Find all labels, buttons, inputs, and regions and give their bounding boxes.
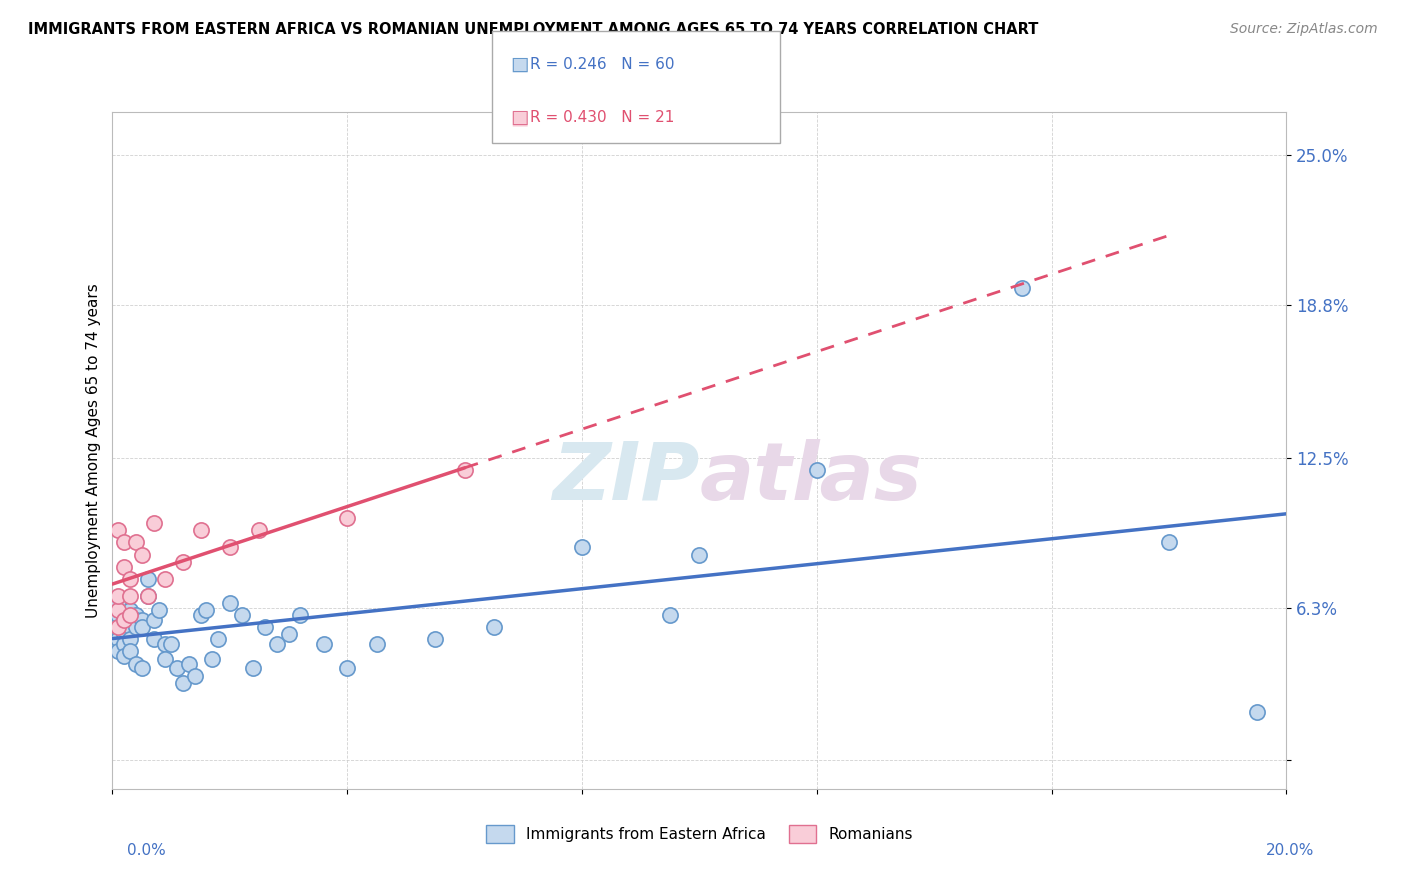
Point bbox=[107, 620, 129, 634]
Point bbox=[125, 608, 148, 623]
Point bbox=[247, 524, 270, 538]
Point bbox=[453, 463, 475, 477]
Point bbox=[125, 657, 148, 671]
Point bbox=[336, 661, 359, 675]
Point bbox=[112, 535, 135, 549]
Point bbox=[689, 548, 711, 562]
Point bbox=[120, 603, 142, 617]
Point bbox=[166, 661, 188, 675]
Point bbox=[112, 627, 135, 641]
Point bbox=[112, 608, 135, 623]
Point bbox=[155, 651, 177, 665]
Point bbox=[107, 600, 129, 615]
Point bbox=[177, 657, 200, 671]
Point bbox=[201, 651, 224, 665]
Point bbox=[107, 620, 129, 634]
Text: ZIP: ZIP bbox=[553, 439, 700, 516]
Y-axis label: Unemployment Among Ages 65 to 74 years: Unemployment Among Ages 65 to 74 years bbox=[86, 283, 101, 618]
Point bbox=[231, 608, 253, 623]
Point bbox=[112, 559, 135, 574]
Point bbox=[155, 572, 177, 586]
Point bbox=[366, 637, 388, 651]
Point bbox=[207, 632, 229, 647]
Point bbox=[425, 632, 447, 647]
Point bbox=[806, 463, 828, 477]
Point bbox=[136, 572, 159, 586]
Point bbox=[131, 613, 153, 627]
Point bbox=[136, 589, 159, 603]
Point bbox=[107, 524, 129, 538]
Point bbox=[190, 608, 212, 623]
Point bbox=[142, 516, 165, 530]
Legend: Immigrants from Eastern Africa, Romanians: Immigrants from Eastern Africa, Romanian… bbox=[479, 819, 920, 849]
Point bbox=[277, 627, 299, 641]
Point bbox=[136, 589, 159, 603]
Text: R = 0.246   N = 60: R = 0.246 N = 60 bbox=[530, 57, 675, 72]
Point bbox=[120, 608, 142, 623]
Point bbox=[142, 632, 165, 647]
Point bbox=[172, 676, 194, 690]
Point bbox=[107, 589, 129, 603]
Text: IMMIGRANTS FROM EASTERN AFRICA VS ROMANIAN UNEMPLOYMENT AMONG AGES 65 TO 74 YEAR: IMMIGRANTS FROM EASTERN AFRICA VS ROMANI… bbox=[28, 22, 1039, 37]
Point bbox=[112, 620, 135, 634]
Point bbox=[219, 541, 242, 555]
Point bbox=[112, 613, 135, 627]
Point bbox=[107, 603, 129, 617]
Point bbox=[155, 637, 177, 651]
Point bbox=[482, 620, 505, 634]
Point bbox=[120, 620, 142, 634]
Point bbox=[107, 620, 129, 634]
Point bbox=[312, 637, 335, 651]
Point bbox=[112, 613, 135, 627]
Point bbox=[112, 637, 135, 651]
Point bbox=[142, 613, 165, 627]
Point bbox=[107, 632, 129, 647]
Point bbox=[242, 661, 264, 675]
Point bbox=[172, 555, 194, 569]
Point bbox=[148, 603, 170, 617]
Point bbox=[120, 632, 142, 647]
Point bbox=[160, 637, 183, 651]
Text: □: □ bbox=[510, 108, 529, 128]
Point bbox=[336, 511, 359, 525]
Text: R = 0.430   N = 21: R = 0.430 N = 21 bbox=[530, 111, 675, 125]
Point bbox=[107, 596, 129, 610]
Point bbox=[131, 548, 153, 562]
Text: ■: ■ bbox=[510, 108, 529, 128]
Point bbox=[125, 620, 148, 634]
Point bbox=[254, 620, 277, 634]
Point bbox=[131, 661, 153, 675]
Text: Source: ZipAtlas.com: Source: ZipAtlas.com bbox=[1230, 22, 1378, 37]
Text: atlas: atlas bbox=[700, 439, 922, 516]
Point bbox=[190, 524, 212, 538]
Point bbox=[219, 596, 242, 610]
Text: 20.0%: 20.0% bbox=[1267, 843, 1315, 858]
Point bbox=[131, 620, 153, 634]
Point bbox=[290, 608, 312, 623]
Point bbox=[120, 644, 142, 658]
Point bbox=[120, 589, 142, 603]
Point bbox=[571, 541, 593, 555]
Text: 0.0%: 0.0% bbox=[127, 843, 166, 858]
Point bbox=[1159, 535, 1181, 549]
Text: □: □ bbox=[510, 55, 529, 74]
Point bbox=[195, 603, 218, 617]
Point bbox=[112, 649, 135, 664]
Text: ■: ■ bbox=[510, 55, 529, 74]
Point bbox=[183, 668, 205, 682]
Point bbox=[266, 637, 288, 651]
Point bbox=[120, 613, 142, 627]
Point bbox=[125, 613, 148, 627]
Point bbox=[659, 608, 682, 623]
Point bbox=[125, 535, 148, 549]
Point bbox=[120, 572, 142, 586]
Point bbox=[107, 608, 129, 623]
Point bbox=[1011, 281, 1033, 295]
Point bbox=[1246, 705, 1268, 719]
Point bbox=[107, 644, 129, 658]
